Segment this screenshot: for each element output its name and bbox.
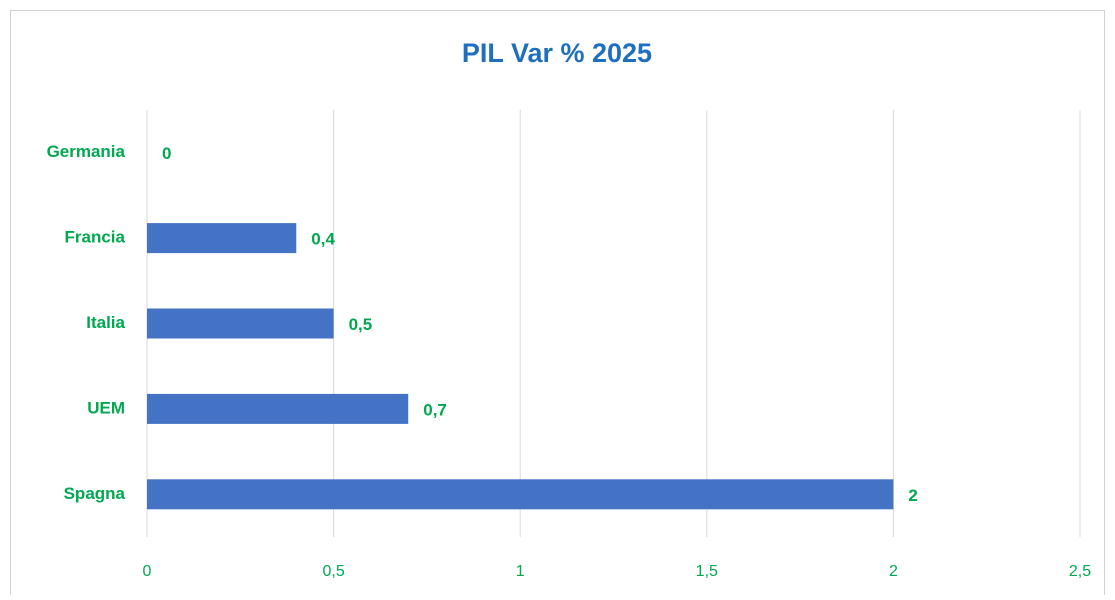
bar <box>147 308 334 339</box>
chart-title: PIL Var % 2025 <box>462 38 652 68</box>
x-tick-label: 2 <box>889 563 898 580</box>
value-label: 0,5 <box>349 315 373 334</box>
bar <box>147 393 409 424</box>
value-label: 0,4 <box>311 230 335 249</box>
y-tick-label: UEM <box>87 398 125 417</box>
x-tick-label: 0 <box>143 563 152 580</box>
x-tick-label: 0,5 <box>322 563 344 580</box>
bar <box>147 479 894 510</box>
x-tick-label: 2,5 <box>1069 563 1091 580</box>
value-label: 0,7 <box>423 400 447 419</box>
x-tick-label: 1 <box>516 563 525 580</box>
y-tick-label: Francia <box>65 228 126 247</box>
value-label: 2 <box>908 486 917 505</box>
y-tick-label: Germania <box>47 142 126 161</box>
y-tick-label: Spagna <box>64 484 126 503</box>
bar <box>147 223 297 254</box>
y-tick-label: Italia <box>86 313 125 332</box>
x-tick-label: 1,5 <box>696 563 718 580</box>
value-label: 0 <box>162 144 171 163</box>
